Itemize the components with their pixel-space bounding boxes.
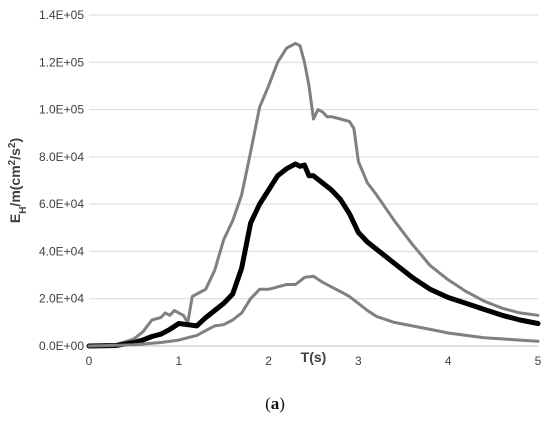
y-tick-label: 1.2E+05 bbox=[39, 55, 84, 69]
x-axis-title: T(s) bbox=[301, 349, 327, 365]
y-tick-label: 2.0E+04 bbox=[39, 292, 84, 306]
x-tick-labels: 0 1 2 3 4 5 bbox=[86, 354, 542, 368]
x-tick-label: 5 bbox=[535, 354, 542, 368]
y-tick-label: 1.0E+05 bbox=[39, 103, 84, 117]
y-axis-title: EH/m(cm2/s2) bbox=[7, 138, 29, 223]
x-tick-label: 2 bbox=[265, 354, 272, 368]
caption-close: ) bbox=[279, 394, 285, 413]
series-line-1 bbox=[87, 41, 540, 348]
gridlines bbox=[89, 14, 538, 300]
y-tick-label: 8.0E+04 bbox=[39, 150, 84, 164]
y-title-mid: /m(cm bbox=[7, 165, 23, 206]
x-tick-label: 4 bbox=[445, 354, 452, 368]
y-title-sup: 2 bbox=[7, 159, 18, 165]
x-tick-label: 0 bbox=[86, 354, 93, 368]
y-tick-label: 0.0E+00 bbox=[39, 339, 84, 353]
y-title-base: E bbox=[7, 214, 23, 223]
y-tick-label: 1.4E+05 bbox=[39, 8, 84, 22]
y-title-sub: H bbox=[18, 207, 29, 214]
caption-letter: a bbox=[270, 394, 280, 413]
y-tick-labels: 0.0E+00 2.0E+04 4.0E+04 6.0E+04 8.0E+04 1.0E+… bbox=[39, 8, 84, 353]
x-tick-label: 1 bbox=[175, 354, 182, 368]
series-line-3 bbox=[87, 274, 540, 348]
series-line-2 bbox=[86, 161, 541, 349]
y-tick-label: 4.0E+04 bbox=[39, 244, 84, 258]
series-lines bbox=[86, 41, 541, 349]
caption-open: ( bbox=[265, 394, 271, 413]
y-title-close: ) bbox=[7, 138, 23, 143]
figure-caption: (a) bbox=[0, 394, 550, 414]
x-tick-label: 3 bbox=[355, 354, 362, 368]
energy-spectrum-chart: 0.0E+00 2.0E+04 4.0E+04 6.0E+04 8.0E+04 1.0E+… bbox=[7, 8, 542, 368]
y-title-sup2: 2 bbox=[7, 142, 18, 148]
y-tick-label: 6.0E+04 bbox=[39, 197, 84, 211]
y-title-end: /s bbox=[7, 148, 23, 160]
